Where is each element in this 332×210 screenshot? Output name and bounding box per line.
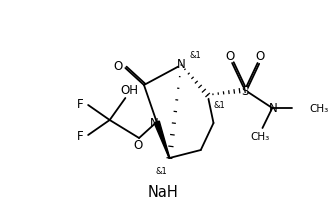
Polygon shape	[154, 121, 170, 158]
Text: &1: &1	[156, 167, 167, 176]
Text: F: F	[77, 130, 84, 143]
Text: NaH: NaH	[147, 185, 178, 200]
Text: O: O	[225, 50, 235, 63]
Text: O: O	[133, 139, 143, 151]
Text: F: F	[77, 97, 84, 110]
Text: N: N	[269, 101, 278, 114]
Text: &1: &1	[189, 50, 201, 59]
Text: CH₃: CH₃	[250, 132, 269, 142]
Text: O: O	[255, 50, 264, 63]
Text: O: O	[113, 59, 122, 72]
Text: N: N	[150, 117, 159, 130]
Text: OH: OH	[120, 84, 138, 97]
Text: S: S	[241, 84, 249, 97]
Text: &1: &1	[213, 101, 225, 109]
Text: CH₃: CH₃	[309, 104, 329, 114]
Text: N: N	[177, 58, 186, 71]
